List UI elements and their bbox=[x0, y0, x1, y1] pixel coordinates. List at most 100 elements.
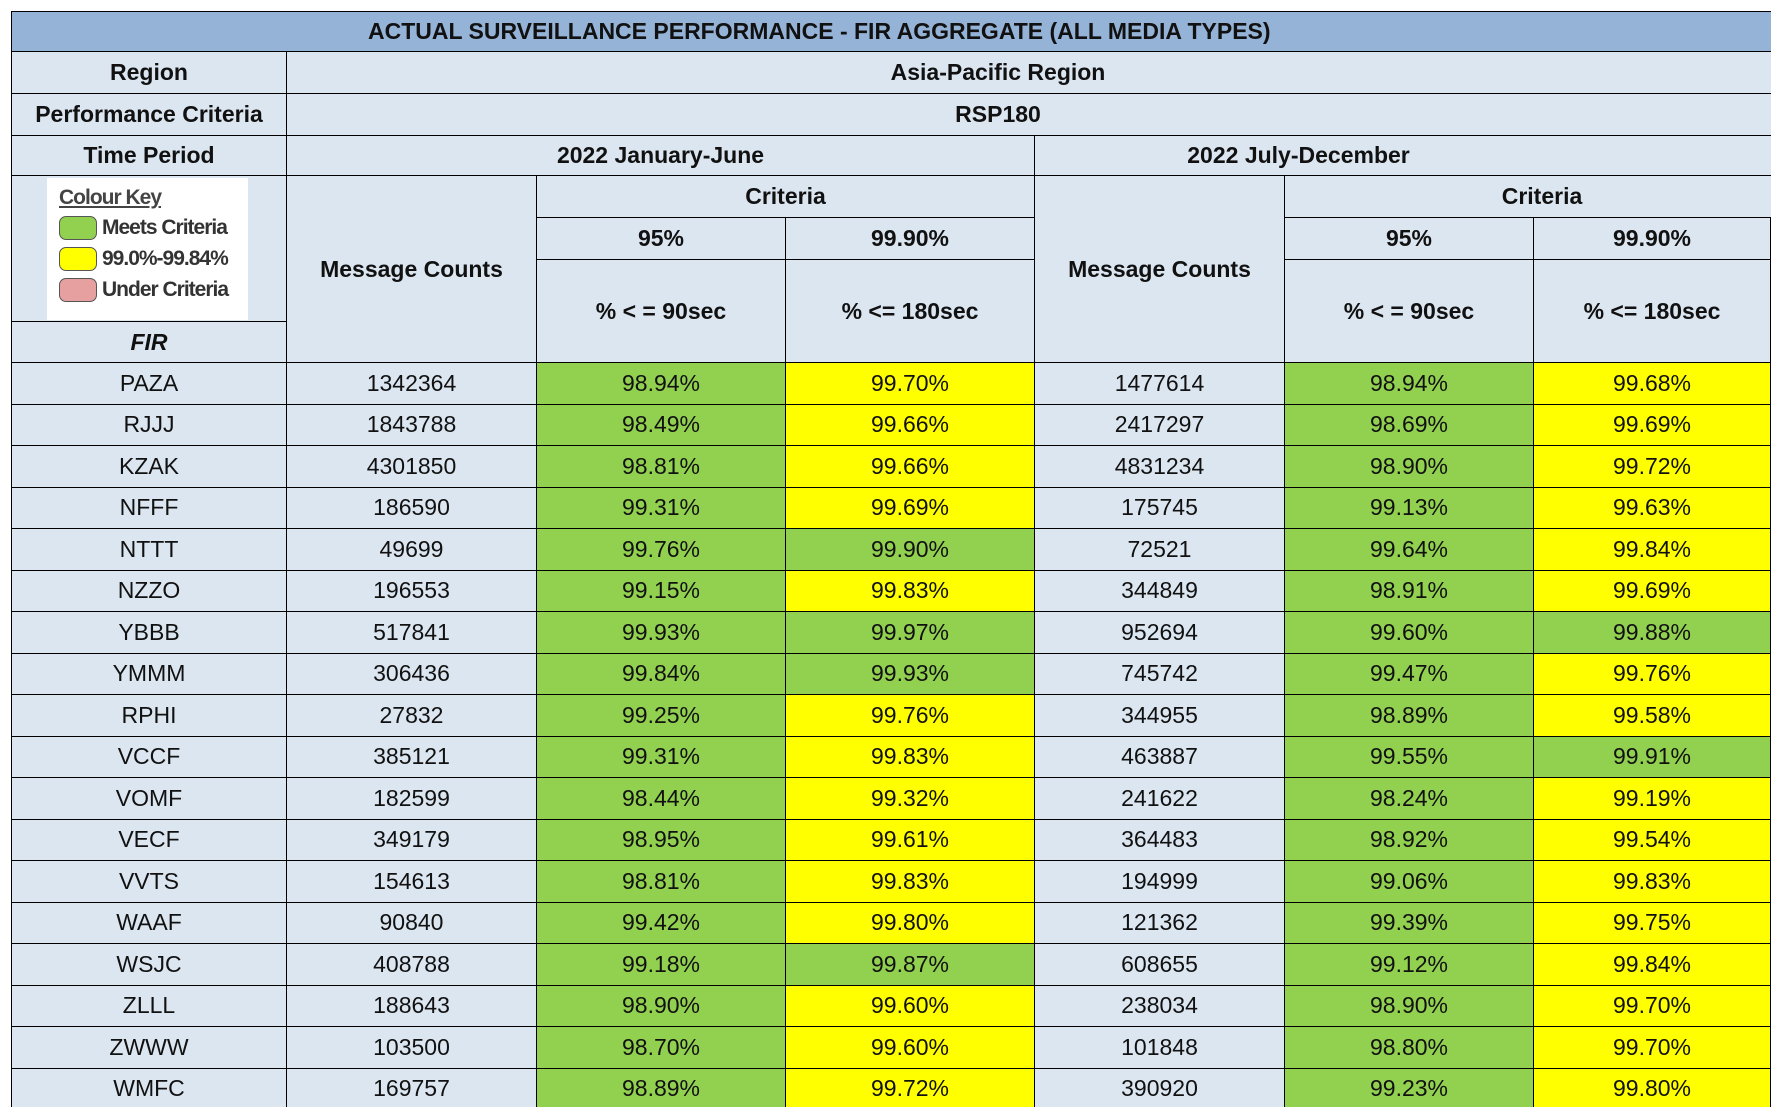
colour-key-title: Colour Key bbox=[59, 186, 162, 209]
percent-cell: 99.15% bbox=[537, 570, 786, 612]
fir-cell: VCCF bbox=[11, 736, 287, 778]
fir-cell: ZLLL bbox=[11, 985, 287, 1027]
fir-cell: ZWWW bbox=[11, 1027, 287, 1069]
percent-cell: 99.19% bbox=[1534, 778, 1771, 820]
count-cell: 1342364 bbox=[287, 363, 537, 405]
count-cell: 390920 bbox=[1035, 1068, 1285, 1107]
count-cell: 196553 bbox=[287, 570, 537, 612]
header-label: Performance Criteria bbox=[11, 94, 287, 136]
percent-cell: 99.76% bbox=[1534, 653, 1771, 695]
colour-key-label: Under Criteria bbox=[102, 278, 229, 301]
fir-cell: WAAF bbox=[11, 902, 287, 944]
count-header: Message Counts bbox=[1035, 176, 1285, 363]
percent-cell: 99.66% bbox=[786, 404, 1035, 446]
colour-key-label: 99.0%-99.84% bbox=[102, 247, 229, 270]
header-label: Region bbox=[11, 52, 287, 94]
count-cell: 364483 bbox=[1035, 819, 1285, 861]
count-cell: 385121 bbox=[287, 736, 537, 778]
percent-cell: 99.58% bbox=[1534, 695, 1771, 737]
target-header: 99.90% bbox=[1534, 218, 1771, 260]
target-header: 95% bbox=[1285, 218, 1534, 260]
percent-cell: 99.32% bbox=[786, 778, 1035, 820]
fir-cell: WMFC bbox=[11, 1068, 287, 1107]
percent-cell: 98.94% bbox=[1285, 363, 1534, 405]
percent-cell: 98.91% bbox=[1285, 570, 1534, 612]
count-cell: 349179 bbox=[287, 819, 537, 861]
count-cell: 194999 bbox=[1035, 861, 1285, 903]
fir-cell: NFFF bbox=[11, 487, 287, 529]
percent-cell: 99.60% bbox=[1285, 612, 1534, 654]
colour-key-item: Meets Criteria bbox=[59, 216, 228, 240]
percent-cell: 98.90% bbox=[1285, 985, 1534, 1027]
table-title: ACTUAL SURVEILLANCE PERFORMANCE - FIR AG… bbox=[11, 11, 1771, 52]
count-cell: 186590 bbox=[287, 487, 537, 529]
percent-cell: 99.69% bbox=[786, 487, 1035, 529]
count-cell: 182599 bbox=[287, 778, 537, 820]
count-header: Message Counts bbox=[287, 176, 537, 363]
fir-cell: RJJJ bbox=[11, 404, 287, 446]
percent-cell: 99.55% bbox=[1285, 736, 1534, 778]
count-cell: 27832 bbox=[287, 695, 537, 737]
percent-cell: 98.70% bbox=[537, 1027, 786, 1069]
criteria-header: Criteria bbox=[1285, 176, 1771, 218]
criteria-header: Criteria bbox=[537, 176, 1035, 218]
percent-cell: 99.83% bbox=[786, 861, 1035, 903]
percent-cell: 99.97% bbox=[786, 612, 1035, 654]
fir-header: FIR bbox=[11, 322, 287, 363]
percent-cell: 99.80% bbox=[786, 902, 1035, 944]
percent-cell: 99.70% bbox=[1534, 985, 1771, 1027]
count-cell: 608655 bbox=[1035, 944, 1285, 986]
percent-cell: 99.39% bbox=[1285, 902, 1534, 944]
count-cell: 745742 bbox=[1035, 653, 1285, 695]
fir-cell: KZAK bbox=[11, 446, 287, 488]
measure-header: % <= 180sec bbox=[1534, 260, 1771, 363]
fir-cell: VOMF bbox=[11, 778, 287, 820]
percent-cell: 99.90% bbox=[786, 529, 1035, 571]
colour-swatch bbox=[59, 278, 97, 302]
percent-cell: 99.76% bbox=[537, 529, 786, 571]
percent-cell: 99.72% bbox=[1534, 446, 1771, 488]
percent-cell: 98.44% bbox=[537, 778, 786, 820]
percent-cell: 99.83% bbox=[786, 736, 1035, 778]
percent-cell: 99.72% bbox=[786, 1068, 1035, 1107]
percent-cell: 99.13% bbox=[1285, 487, 1534, 529]
percent-cell: 98.92% bbox=[1285, 819, 1534, 861]
count-cell: 463887 bbox=[1035, 736, 1285, 778]
percent-cell: 99.42% bbox=[537, 902, 786, 944]
percent-cell: 99.61% bbox=[786, 819, 1035, 861]
count-cell: 4301850 bbox=[287, 446, 537, 488]
percent-cell: 99.54% bbox=[1534, 819, 1771, 861]
percent-cell: 99.70% bbox=[1534, 1027, 1771, 1069]
count-cell: 241622 bbox=[1035, 778, 1285, 820]
fir-cell: VECF bbox=[11, 819, 287, 861]
percent-cell: 99.60% bbox=[786, 985, 1035, 1027]
percent-cell: 98.49% bbox=[537, 404, 786, 446]
percent-cell: 98.89% bbox=[537, 1068, 786, 1107]
percent-cell: 99.60% bbox=[786, 1027, 1035, 1069]
colour-key-label: Meets Criteria bbox=[102, 216, 228, 239]
count-cell: 188643 bbox=[287, 985, 537, 1027]
percent-cell: 98.90% bbox=[537, 985, 786, 1027]
fir-cell: PAZA bbox=[11, 363, 287, 405]
count-cell: 1843788 bbox=[287, 404, 537, 446]
percent-cell: 99.84% bbox=[1534, 944, 1771, 986]
fir-cell: WSJC bbox=[11, 944, 287, 986]
percent-cell: 99.88% bbox=[1534, 612, 1771, 654]
percent-cell: 99.80% bbox=[1534, 1068, 1771, 1107]
percent-cell: 98.95% bbox=[537, 819, 786, 861]
count-cell: 101848 bbox=[1035, 1027, 1285, 1069]
measure-header: % < = 90sec bbox=[537, 260, 786, 363]
header-label: Time Period bbox=[11, 136, 287, 176]
count-cell: 408788 bbox=[287, 944, 537, 986]
percent-cell: 99.31% bbox=[537, 736, 786, 778]
percent-cell: 99.70% bbox=[786, 363, 1035, 405]
percent-cell: 98.94% bbox=[537, 363, 786, 405]
percent-cell: 99.18% bbox=[537, 944, 786, 986]
percent-cell: 98.81% bbox=[537, 861, 786, 903]
percent-cell: 99.69% bbox=[1534, 570, 1771, 612]
count-cell: 169757 bbox=[287, 1068, 537, 1107]
fir-cell: RPHI bbox=[11, 695, 287, 737]
percent-cell: 98.80% bbox=[1285, 1027, 1534, 1069]
target-header: 95% bbox=[537, 218, 786, 260]
percent-cell: 99.91% bbox=[1534, 736, 1771, 778]
